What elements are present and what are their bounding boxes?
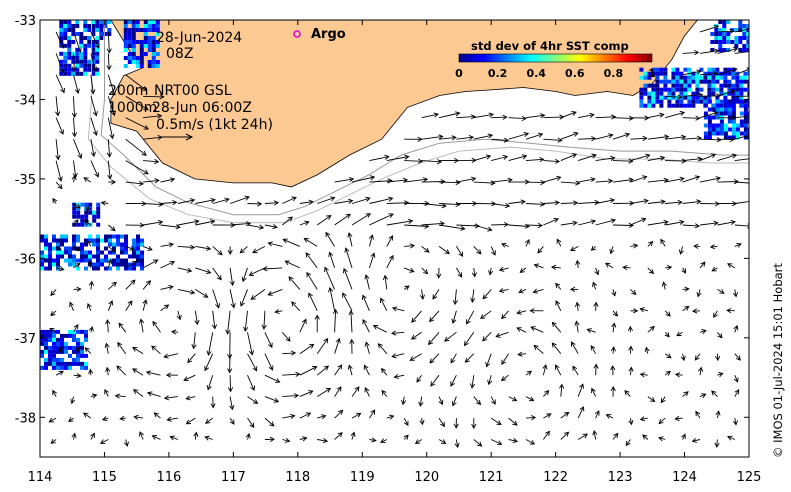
time-label: 28-Jun 06:00Z <box>152 100 252 116</box>
colorbar-tick-label: 0.8 <box>604 67 624 80</box>
isobath-1000-label: 1000m <box>108 100 157 116</box>
argo-legend-label: Argo <box>311 27 346 42</box>
lat-tick-label: -33 <box>15 14 36 29</box>
lat-tick-label: -36 <box>15 252 36 267</box>
colorbar <box>458 53 653 63</box>
scale-arrow <box>162 133 194 141</box>
scale-label: 0.5m/s (1kt 24h) <box>156 117 273 133</box>
lon-tick-label: 117 <box>221 470 246 485</box>
colorbar-tick-label: 1 <box>648 67 656 80</box>
lon-tick-label: 121 <box>479 470 504 485</box>
lat-tick-label: -35 <box>15 173 36 188</box>
credit-text: © IMOS 01-Jul-2024 15:01 Hobart <box>771 263 785 458</box>
plot-frame <box>39 19 750 458</box>
lon-tick-label: 119 <box>350 470 375 485</box>
lat-tick-label: -34 <box>15 93 36 108</box>
colorbar-tick-label: 0.6 <box>565 67 585 80</box>
colorbar-tick-label: 0 <box>455 67 463 80</box>
product-label: NRT00 GSL <box>154 83 232 99</box>
argo-marker-icon <box>293 30 301 38</box>
lat-tick-label: -37 <box>15 332 36 347</box>
lon-tick-label: 122 <box>543 470 568 485</box>
colorbar-tick-label: 0.2 <box>488 67 508 80</box>
lon-tick-label: 116 <box>156 470 181 485</box>
lon-tick-label: 115 <box>92 470 117 485</box>
colorbar-title: std dev of 4hr SST comp <box>471 39 629 53</box>
current-vectors <box>48 24 749 449</box>
lon-tick-label: 123 <box>608 470 633 485</box>
lon-tick-label: 118 <box>285 470 310 485</box>
lat-tick-label: -38 <box>15 411 36 426</box>
lon-tick-label: 120 <box>414 470 439 485</box>
date-label: 28-Jun-2024 <box>156 30 242 46</box>
isobath-200m <box>100 20 749 216</box>
lon-tick-label: 125 <box>737 470 762 485</box>
lon-tick-label: 114 <box>28 470 53 485</box>
sst-stddev-patches <box>40 20 749 370</box>
lon-tick-label: 124 <box>672 470 697 485</box>
axis-ticks: 114 115 116 117 118 119 120 121 122 123 124 125 -33 -… <box>15 14 762 485</box>
hour-label: 08Z <box>166 46 193 62</box>
isobath-200-label: 200m <box>108 83 148 99</box>
colorbar-tick-label: 0.4 <box>526 67 546 80</box>
colorbar-ticks: 0 0.2 0.4 0.6 0.8 1 <box>455 67 656 80</box>
